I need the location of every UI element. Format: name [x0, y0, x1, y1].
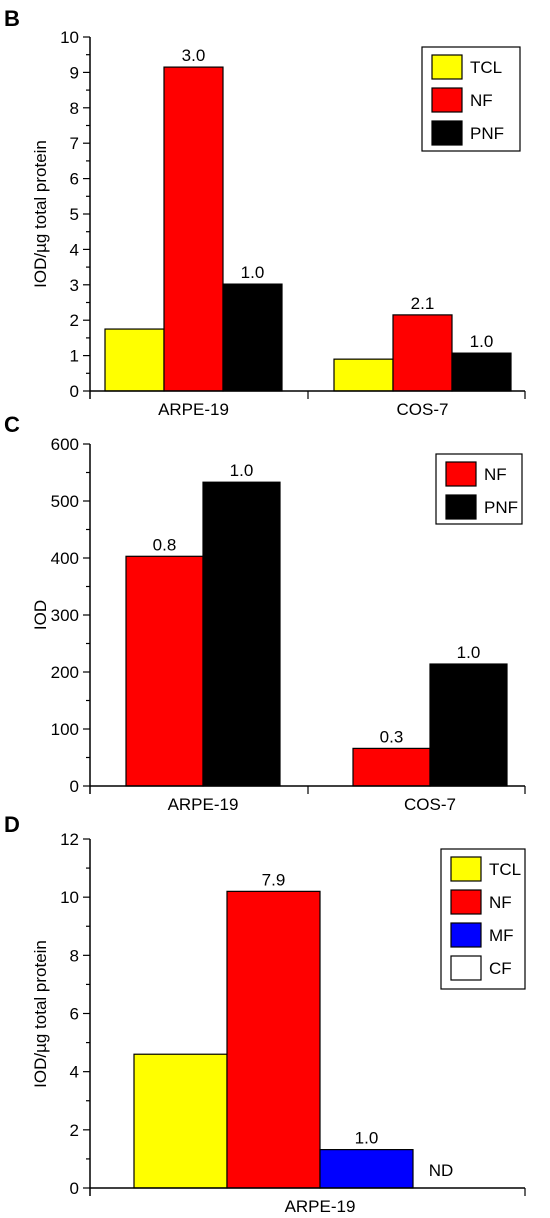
- bar-pnf-cos-7: [451, 352, 512, 392]
- panel-letter: D: [4, 812, 20, 837]
- y-tick-label: 5: [70, 205, 79, 224]
- panel-b: B 3.0 1.0 2.1 1.0 0 1 2 3 4 5 6 7 8 9 10 ARPE-19 COS-7 IOD…: [4, 6, 526, 419]
- y-tick-label: 10: [60, 888, 79, 907]
- bar-pnf-cos-7: [429, 663, 508, 787]
- legend-swatch-pnf: [431, 120, 463, 146]
- bar-tcl-arpe-19: [104, 328, 165, 392]
- legend: NF PNF: [435, 453, 523, 525]
- legend-swatch-tcl: [431, 54, 463, 80]
- y-tick-label: 500: [51, 492, 79, 511]
- legend-label: TCL: [470, 58, 502, 77]
- legend-swatch-mf: [450, 922, 482, 948]
- legend-swatch-cf: [450, 955, 482, 981]
- y-tick-label: 3: [70, 276, 79, 295]
- legend-swatch-nf: [431, 87, 463, 113]
- legend-label: NF: [470, 91, 493, 110]
- y-tick-label: 0: [70, 382, 79, 401]
- bar-nf-cos-7: [392, 314, 453, 392]
- bar-value-label: 3.0: [182, 46, 206, 65]
- legend: TCL NF MF CF: [440, 848, 526, 990]
- y-tick-label: 0: [70, 777, 79, 796]
- y-tick-label: 200: [51, 663, 79, 682]
- legend-label: MF: [489, 926, 514, 945]
- bar-pnf-arpe-19: [222, 283, 283, 392]
- bar-nf-arpe-19: [163, 66, 224, 392]
- legend-label: PNF: [470, 124, 504, 143]
- bar-value-label: 1.0: [470, 332, 494, 351]
- bar-value-label: 1.0: [230, 461, 254, 480]
- bar-tcl-arpe-19: [133, 1053, 228, 1189]
- y-tick-label: 10: [60, 28, 79, 47]
- bar-nf-cos-7: [352, 747, 431, 787]
- panel-letter: C: [4, 412, 20, 437]
- legend-label: TCL: [489, 860, 521, 879]
- x-category-label: ARPE-19: [158, 400, 229, 419]
- y-tick-label: 2: [70, 1121, 79, 1140]
- legend-label: PNF: [484, 498, 518, 517]
- x-category-label: ARPE-19: [168, 795, 239, 814]
- y-tick-label: 400: [51, 549, 79, 568]
- legend-swatch-pnf: [445, 494, 477, 520]
- y-tick-label: 600: [51, 435, 79, 454]
- y-tick-label: 9: [70, 63, 79, 82]
- panel-letter: B: [4, 6, 20, 31]
- x-category-label: COS-7: [404, 795, 456, 814]
- y-tick-label: 6: [70, 170, 79, 189]
- x-category-label: COS-7: [397, 400, 449, 419]
- y-tick-label: 2: [70, 311, 79, 330]
- legend-swatch-nf: [450, 889, 482, 915]
- bar-value-label: 0.3: [380, 727, 404, 746]
- panel-d: D 7.9 1.0 ND 0 2 4 6 8 10 12 ARPE-19 IOD/µg total pr…: [4, 812, 526, 1216]
- legend-label: NF: [484, 465, 507, 484]
- y-tick-label: 100: [51, 720, 79, 739]
- bar-mf-arpe-19: [319, 1149, 414, 1189]
- bar-value-label: 0.8: [153, 535, 177, 554]
- y-tick-label: 4: [70, 240, 79, 259]
- legend-label: CF: [489, 959, 512, 978]
- y-tick-label: 4: [70, 1063, 79, 1082]
- bar-nf-arpe-19: [125, 555, 204, 787]
- legend-swatch-tcl: [450, 856, 482, 882]
- y-tick-label: 0: [70, 1179, 79, 1198]
- y-tick-label: 6: [70, 1005, 79, 1024]
- bar-value-label: ND: [429, 1161, 454, 1180]
- y-axis-title: IOD/µg total protein: [31, 140, 50, 288]
- bar-nf-arpe-19: [226, 890, 321, 1189]
- legend: TCL NF PNF: [421, 46, 521, 152]
- bar-value-label: 7.9: [262, 870, 286, 889]
- legend-swatch-nf: [445, 461, 477, 487]
- y-tick-label: 8: [70, 946, 79, 965]
- panel-c: C 0.8 1.0 0.3 1.0 0 100 200 300 400 500 600 ARPE-19 C…: [4, 412, 526, 814]
- bar-tcl-cos-7: [333, 358, 394, 392]
- bar-pnf-arpe-19: [202, 481, 281, 787]
- bar-value-label: 1.0: [457, 643, 481, 662]
- y-axis-title: IOD/µg total protein: [31, 940, 50, 1088]
- y-axis-title: IOD: [31, 600, 50, 630]
- bar-value-label: 2.1: [411, 294, 435, 313]
- y-tick-label: 7: [70, 134, 79, 153]
- y-tick-label: 8: [70, 99, 79, 118]
- legend-label: NF: [489, 893, 512, 912]
- bar-value-label: 1.0: [241, 263, 265, 282]
- y-tick-label: 300: [51, 606, 79, 625]
- bar-value-label: 1.0: [355, 1129, 379, 1148]
- y-tick-label: 1: [70, 347, 79, 366]
- x-category-label: ARPE-19: [285, 1197, 356, 1216]
- y-tick-label: 12: [60, 830, 79, 849]
